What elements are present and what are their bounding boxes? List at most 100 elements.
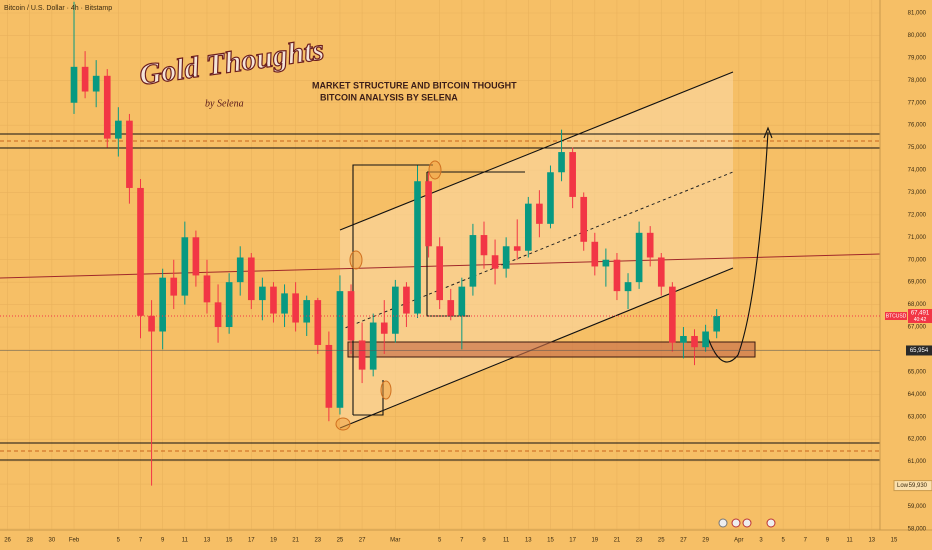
chart-title: Bitcoin / U.S. Dollar · 4h · Bitstamp <box>4 5 112 12</box>
y-tick-label: 62,000 <box>908 437 927 443</box>
candle-body <box>336 291 344 408</box>
y-tick-label: 72,000 <box>908 212 927 218</box>
candle-body <box>225 282 233 328</box>
demand-zone <box>347 341 756 358</box>
candle-body <box>513 246 521 251</box>
heading: MARKET STRUCTURE AND BITCOIN THOUGHT <box>312 80 517 90</box>
channel-fill <box>340 72 733 428</box>
candle-body <box>81 66 89 92</box>
x-tick-label: 19 <box>270 538 277 544</box>
x-tick-label: 5 <box>117 538 121 544</box>
candle-body <box>392 286 399 334</box>
low-text: Low <box>897 483 909 489</box>
channel-top <box>339 71 734 231</box>
candle-body <box>613 259 621 292</box>
candle-body <box>580 196 588 242</box>
pivot-marker <box>335 417 351 431</box>
x-tick-label: Mar <box>390 538 400 544</box>
level-label: 65,954 <box>910 348 929 354</box>
y-tick-label: 74,000 <box>908 168 927 174</box>
axes: 58,00059,00060,00061,00062,00063,00064,0… <box>0 11 932 544</box>
low-tag <box>893 480 932 492</box>
candle-body <box>591 241 599 267</box>
candle-body <box>303 300 311 323</box>
x-tick-label: 28 <box>26 538 33 544</box>
x-tick-label: 9 <box>826 538 830 544</box>
y-tick-label: 69,000 <box>908 280 927 286</box>
x-tick-label: 23 <box>314 538 321 544</box>
x-tick-label: 30 <box>49 538 56 544</box>
candle-body <box>259 286 266 301</box>
candle-body <box>702 331 709 348</box>
candle-body <box>458 286 466 316</box>
x-tick-label: 17 <box>569 538 576 544</box>
channel-mid <box>339 171 734 331</box>
candle-body <box>148 315 155 332</box>
last-price-label: 67,491 <box>911 311 930 317</box>
candle-body <box>270 286 277 314</box>
x-tick-label: 11 <box>503 538 510 544</box>
pivot-marker <box>428 160 442 180</box>
x-tick-label: 19 <box>591 538 598 544</box>
candle-body <box>137 187 144 316</box>
candle-body <box>624 282 632 292</box>
candle-body <box>380 322 388 334</box>
x-tick-label: 13 <box>525 538 532 544</box>
y-tick-label: 58,000 <box>908 526 927 532</box>
candle-body <box>70 66 78 103</box>
candle-body <box>314 300 322 345</box>
x-tick-label: 11 <box>847 538 854 544</box>
candles <box>70 1 720 486</box>
candle-body <box>236 257 244 283</box>
y-tick-label: 81,000 <box>908 11 927 17</box>
candle-body <box>602 259 610 267</box>
candle-body <box>369 322 377 370</box>
x-tick-label: 7 <box>460 538 464 544</box>
candle-body <box>558 152 565 173</box>
candle-body <box>635 232 643 283</box>
y-tick-label: 61,000 <box>908 459 927 465</box>
x-tick-label: Feb <box>69 538 80 544</box>
x-tick-label: 26 <box>4 538 11 544</box>
x-tick-label: 7 <box>804 538 808 544</box>
x-tick-label: 29 <box>702 538 709 544</box>
x-tick-label: 25 <box>658 538 665 544</box>
low-label: 59,930 <box>909 483 928 489</box>
candle-body <box>447 300 455 316</box>
y-tick-label: 68,000 <box>908 302 927 308</box>
candle-body <box>292 293 299 323</box>
candle-body <box>159 277 166 332</box>
candle-body <box>425 181 432 247</box>
x-tick-label: 27 <box>680 538 687 544</box>
event-icons <box>718 518 776 528</box>
candle-body <box>547 172 554 224</box>
candle-body <box>469 235 477 287</box>
y-tick-label: 59,000 <box>908 504 927 510</box>
candle-body <box>192 237 200 276</box>
y-tick-label: 76,000 <box>908 123 927 129</box>
x-tick-label: 3 <box>759 538 763 544</box>
y-tick-label: 79,000 <box>908 55 927 61</box>
y-tick-label: 67,000 <box>908 325 927 331</box>
x-tick-label: 15 <box>226 538 233 544</box>
x-tick-label: 9 <box>161 538 165 544</box>
subheading: BITCOIN ANALYSIS BY SELENA <box>320 92 458 102</box>
y-tick-label: 77,000 <box>908 100 927 106</box>
y-tick-label: 78,000 <box>908 78 927 84</box>
price-tag <box>908 309 932 324</box>
x-tick-label: 13 <box>868 538 875 544</box>
x-tick-label: Apr <box>734 538 743 544</box>
symbol-tag <box>885 312 907 321</box>
candle-body <box>126 120 133 188</box>
y-tick-label: 70,000 <box>908 257 927 263</box>
y-tick-label: 75,000 <box>908 145 927 151</box>
level-tag <box>906 345 932 356</box>
candle-body <box>358 340 366 370</box>
projection-curve <box>707 131 769 363</box>
candle-body <box>281 293 288 314</box>
x-tick-label: 11 <box>182 538 189 544</box>
x-tick-label: 5 <box>438 538 442 544</box>
x-tick-label: 23 <box>636 538 643 544</box>
x-tick-label: 7 <box>139 538 143 544</box>
